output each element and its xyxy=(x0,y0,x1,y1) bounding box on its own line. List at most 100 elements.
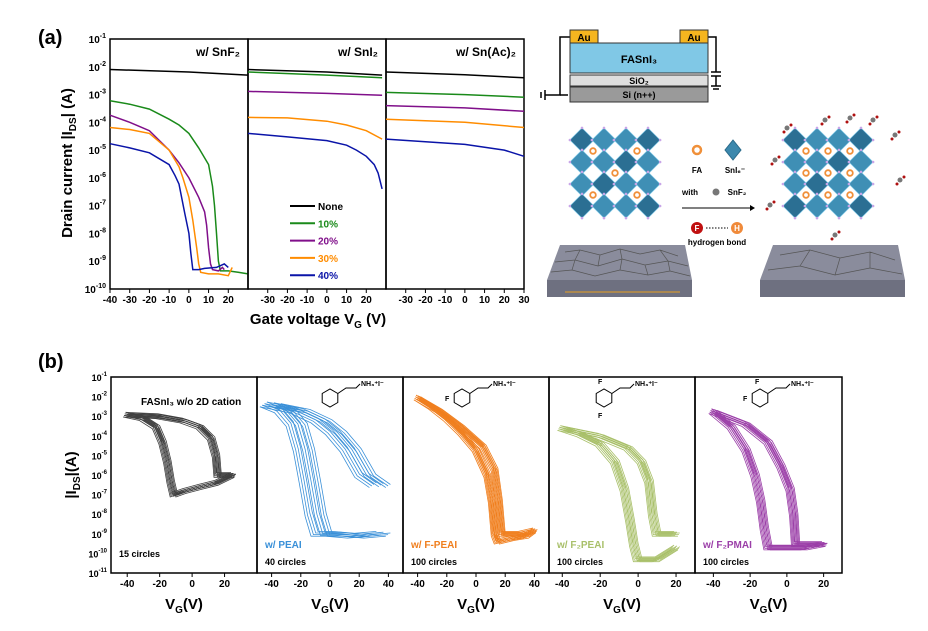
series-line xyxy=(420,396,538,534)
series-line xyxy=(716,410,828,544)
iodide-atom xyxy=(815,148,819,152)
fa-cation xyxy=(824,191,832,199)
series-line xyxy=(715,411,827,549)
iodide-atom xyxy=(837,170,841,174)
legend: None 10% 20% 30% 40% xyxy=(290,202,343,282)
series-line xyxy=(262,404,372,537)
x-tick-label: -20 xyxy=(418,295,433,306)
subplot-1: -30 -20 -10 0 10 20 w/ SnI₂ xyxy=(247,38,387,306)
snf2-molecule xyxy=(847,115,853,121)
iodide-atom xyxy=(847,160,851,164)
x-tick-label: -30 xyxy=(260,295,275,306)
y-tick-label: 10-3 xyxy=(89,89,106,102)
x-tick-label: 10 xyxy=(341,295,353,306)
series-line xyxy=(419,397,537,535)
device-schematic: Au Au FASnI₃ SiO₂ Si (n++) FA SnI₆⁻ with… xyxy=(540,29,906,297)
iodide-atom xyxy=(781,138,785,142)
series-line xyxy=(415,396,533,534)
y-tick-label: 10-7 xyxy=(89,200,106,213)
y-tick-label: 10-9 xyxy=(92,529,108,540)
iodide-atom xyxy=(624,148,628,152)
iodide-atom xyxy=(803,204,807,208)
fa-cation xyxy=(824,147,832,155)
x-tick-label: 30 xyxy=(518,295,530,306)
legend-label: 20% xyxy=(318,237,338,248)
iodide-atom xyxy=(815,170,819,174)
y-tick-label: 10-7 xyxy=(92,490,108,501)
iodide-atom xyxy=(815,192,819,196)
cycles-label: 15 circles xyxy=(119,549,160,559)
x-tick-label: 20 xyxy=(361,295,373,306)
iodide-atom xyxy=(781,182,785,186)
h-label: H xyxy=(734,224,740,233)
f-atom xyxy=(827,115,831,119)
si-gate-layer xyxy=(569,86,709,103)
benzene-ring-icon xyxy=(595,388,613,408)
series-line-20% xyxy=(109,114,225,272)
f-atom xyxy=(820,122,824,126)
series-line xyxy=(418,395,536,533)
iodide-atom xyxy=(859,192,863,196)
x-tick-label: -20 xyxy=(142,295,157,306)
alkyl-chain xyxy=(469,383,493,394)
molecule-structure: NH₃⁺I⁻ F F xyxy=(595,379,658,420)
series-line xyxy=(128,416,235,478)
x-tick-label: -10 xyxy=(300,295,315,306)
sio2-layer xyxy=(569,74,709,87)
panel-label-b: (b) xyxy=(38,351,64,373)
series-line xyxy=(418,399,536,537)
series-line xyxy=(414,397,532,535)
iodide-atom xyxy=(602,216,606,220)
iodide-atom xyxy=(825,160,829,164)
iodide-atom xyxy=(825,204,829,208)
subplot-6: -40 -20 0 20 VG(V) w/ F₂PEAI 100 circles xyxy=(548,376,696,616)
fa-cation xyxy=(589,147,597,155)
x-tick-label: -40 xyxy=(410,579,425,590)
x-tick-label: -20 xyxy=(152,579,167,590)
sio2-label: SiO₂ xyxy=(629,76,649,86)
series-line-None xyxy=(109,68,249,76)
series-line xyxy=(413,399,531,537)
series-line xyxy=(418,395,536,541)
subplot-4: -40 -20 0 20 40 VG(V) w/ PEAI 40 circles xyxy=(256,376,404,616)
y-tick-label: 10-6 xyxy=(92,470,108,481)
x-axis-label: VG(V) xyxy=(311,596,349,616)
subplot-5: -40 -20 0 20 40 VG(V) w/ F-PEAI 100 circles xyxy=(402,376,550,616)
series-line xyxy=(419,397,537,543)
series-line xyxy=(278,404,389,537)
fluorine-substituent-label: F xyxy=(598,379,603,386)
y-tick-label: 10-6 xyxy=(89,172,106,185)
cycles-label: 100 circles xyxy=(411,557,457,567)
series-line xyxy=(557,430,672,537)
series-line xyxy=(415,396,533,542)
x-tick-label: 0 xyxy=(324,295,330,306)
series-line-40% xyxy=(247,132,383,190)
x-tick-label: 0 xyxy=(784,579,790,590)
series-line xyxy=(280,403,391,536)
f-atom xyxy=(845,120,849,124)
iodide-atom xyxy=(634,160,638,164)
iodide-atom xyxy=(590,204,594,208)
cycles-label: 100 circles xyxy=(703,557,749,567)
sni6-octahedron-icon xyxy=(724,139,742,161)
series-line xyxy=(123,416,229,478)
x-tick-label: 10 xyxy=(203,295,215,306)
cycles-label: 40 circles xyxy=(265,557,306,567)
series-line xyxy=(415,394,533,532)
snf2-molecule xyxy=(772,157,778,163)
iodide-atom xyxy=(803,138,807,142)
panel-a-ylabel: Drain current |IDS| (A) xyxy=(59,88,79,238)
series-line xyxy=(259,406,370,488)
iodide-atom xyxy=(793,170,797,174)
benzene-ring-icon xyxy=(751,388,769,408)
iodide-atom xyxy=(612,160,616,164)
sample-label: FASnI₃ w/o 2D cation xyxy=(141,397,241,408)
snf2-molecule xyxy=(832,232,838,238)
y-tick-label: 10-5 xyxy=(92,450,108,461)
f-atom xyxy=(890,137,894,141)
fa-cation xyxy=(846,191,854,199)
iodide-atom xyxy=(580,126,584,130)
series-line xyxy=(271,404,382,486)
ammonium-label: NH₃⁺I⁻ xyxy=(493,381,516,388)
